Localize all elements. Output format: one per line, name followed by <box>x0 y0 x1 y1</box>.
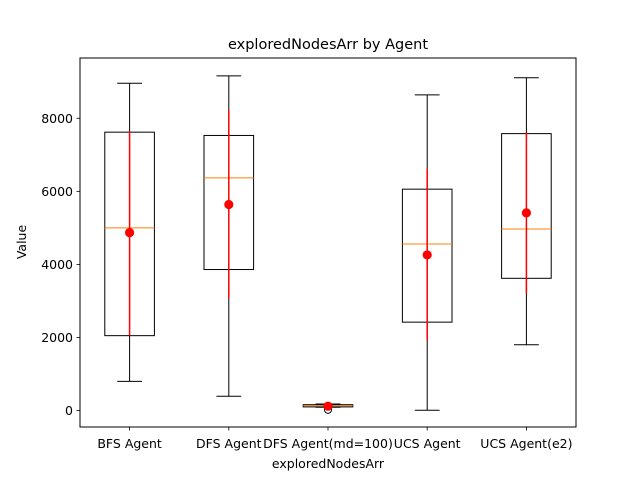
x-tick-label: BFS Agent <box>97 436 162 451</box>
plot-area <box>104 75 552 414</box>
mean-point <box>125 228 135 238</box>
box-group <box>302 401 354 414</box>
mean-point <box>521 208 532 218</box>
mean-point <box>224 199 234 210</box>
x-tick-label: DFS Agent <box>196 436 262 451</box>
mean-point <box>422 250 432 260</box>
box-group <box>104 82 155 382</box>
box-group <box>203 75 255 397</box>
x-axis-label: exploredNodesArr <box>272 456 385 471</box>
y-tick-label: 8000 <box>41 111 73 126</box>
x-tick-label: UCS Agent <box>394 436 461 451</box>
x-tick-label: DFS Agent(md=100) <box>263 436 393 451</box>
y-tick-label: 0 <box>65 403 73 418</box>
box-group <box>401 94 453 411</box>
y-axis: 0 2000 4000 6000 8000 <box>41 111 80 418</box>
mean-point <box>323 401 333 411</box>
x-tick-label: UCS Agent(e2) <box>480 436 572 451</box>
box-group <box>501 77 552 346</box>
y-tick-label: 6000 <box>41 184 73 199</box>
x-axis: BFS Agent DFS Agent DFS Agent(md=100) UCS A… <box>97 427 572 451</box>
y-tick-label: 4000 <box>41 257 73 272</box>
y-axis-label: Value <box>14 225 29 260</box>
y-tick-label: 2000 <box>41 330 73 345</box>
chart-title: exploredNodesArr by Agent <box>228 37 428 53</box>
